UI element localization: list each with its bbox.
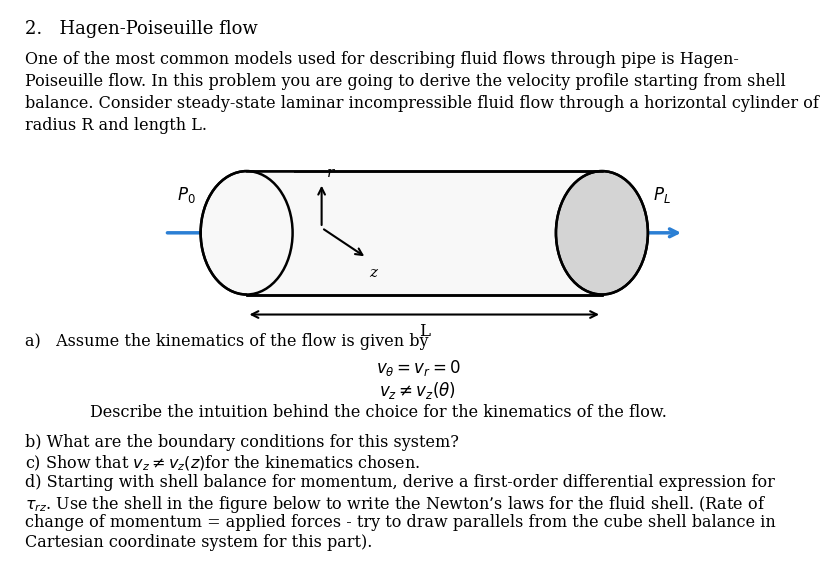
- Bar: [247, 172, 293, 293]
- Text: a)   Assume the kinematics of the flow is given by: a) Assume the kinematics of the flow is …: [25, 333, 429, 350]
- Text: 2.   Hagen-Poiseuille flow: 2. Hagen-Poiseuille flow: [25, 20, 257, 38]
- Text: Poiseuille flow. In this problem you are going to derive the velocity profile st: Poiseuille flow. In this problem you are…: [25, 73, 786, 90]
- Ellipse shape: [201, 171, 293, 295]
- Text: radius R and length L.: radius R and length L.: [25, 117, 207, 134]
- Ellipse shape: [556, 171, 648, 295]
- Text: z: z: [370, 266, 378, 280]
- Text: $\tau_{rz}$. Use the shell in the figure below to write the Newton’s laws for th: $\tau_{rz}$. Use the shell in the figure…: [25, 494, 766, 515]
- Text: L: L: [419, 323, 430, 339]
- Text: c) Show that $v_z \neq v_z(z)$for the kinematics chosen.: c) Show that $v_z \neq v_z(z)$for the ki…: [25, 454, 420, 473]
- Text: b) What are the boundary conditions for this system?: b) What are the boundary conditions for …: [25, 434, 459, 451]
- Text: change of momentum = applied forces - try to draw parallels from the cube shell : change of momentum = applied forces - tr…: [25, 514, 776, 531]
- Text: d) Starting with shell balance for momentum, derive a first-order differential e: d) Starting with shell balance for momen…: [25, 474, 775, 491]
- Text: r: r: [327, 166, 334, 180]
- Bar: [247, 171, 602, 295]
- Text: $P_L$: $P_L$: [653, 185, 670, 205]
- Text: balance. Consider steady-state laminar incompressible fluid flow through a horiz: balance. Consider steady-state laminar i…: [25, 95, 819, 112]
- Text: Describe the intuition behind the choice for the kinematics of the flow.: Describe the intuition behind the choice…: [90, 404, 667, 421]
- Text: Cartesian coordinate system for this part).: Cartesian coordinate system for this par…: [25, 534, 372, 551]
- Text: One of the most common models used for describing fluid flows through pipe is Ha: One of the most common models used for d…: [25, 51, 739, 68]
- Text: $v_z \neq v_z(\theta)$: $v_z \neq v_z(\theta)$: [380, 380, 456, 401]
- Text: $P_0$: $P_0$: [177, 185, 196, 205]
- Text: $v_{\theta} = v_r = 0$: $v_{\theta} = v_r = 0$: [375, 358, 461, 378]
